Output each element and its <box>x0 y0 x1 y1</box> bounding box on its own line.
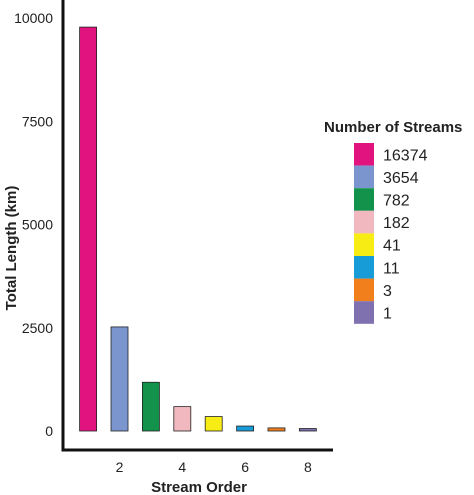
x-tick-label: 4 <box>178 459 186 475</box>
legend-swatch <box>354 165 374 189</box>
legend-swatch <box>354 188 374 211</box>
legend-title: Number of Streams <box>324 119 462 136</box>
legend-swatch <box>354 233 374 256</box>
bar-order-7 <box>267 427 286 432</box>
legend-label: 11 <box>383 260 400 277</box>
legend-items: 16374 3654 782 182 41 11 3 1 <box>354 143 428 324</box>
x-tick-label: 8 <box>304 459 312 475</box>
x-tick-label: 2 <box>116 459 124 475</box>
legend: Number of Streams 16374 3654 782 182 41 11 3 1 <box>324 119 462 324</box>
y-tick-label: 10000 <box>14 10 53 26</box>
bar-order-3 <box>142 381 160 432</box>
legend-label: 41 <box>383 238 401 255</box>
bar-order-4 <box>173 406 192 432</box>
legend-label: 3654 <box>383 170 419 187</box>
y-tick-label: 0 <box>45 423 53 439</box>
bar-order-8 <box>298 428 317 432</box>
y-tick-label: 5000 <box>22 217 53 233</box>
legend-swatch <box>354 143 374 166</box>
legend-swatch <box>354 210 374 234</box>
bar-order-6 <box>236 425 254 432</box>
legend-label: 3 <box>383 283 392 300</box>
y-tick-label: 2500 <box>22 320 53 336</box>
legend-label: 16374 <box>383 147 428 164</box>
bars <box>79 26 317 432</box>
x-axis-ticks: 2 4 6 8 <box>116 459 312 475</box>
x-tick-label: 6 <box>241 459 249 475</box>
legend-swatch <box>354 256 374 279</box>
legend-label: 1 <box>383 306 392 323</box>
y-axis-title: Total Length (km) <box>3 186 20 311</box>
legend-swatch <box>354 278 374 302</box>
legend-swatch <box>354 301 374 324</box>
legend-label: 782 <box>383 193 410 210</box>
bar-order-1 <box>79 26 98 432</box>
legend-label: 182 <box>383 215 410 232</box>
y-axis-ticks: 0 2500 5000 7500 10000 <box>14 10 53 439</box>
bar-order-5 <box>204 416 223 432</box>
x-axis-title: Stream Order <box>151 479 247 495</box>
y-tick-label: 7500 <box>22 113 53 129</box>
bar-order-2 <box>110 326 129 432</box>
